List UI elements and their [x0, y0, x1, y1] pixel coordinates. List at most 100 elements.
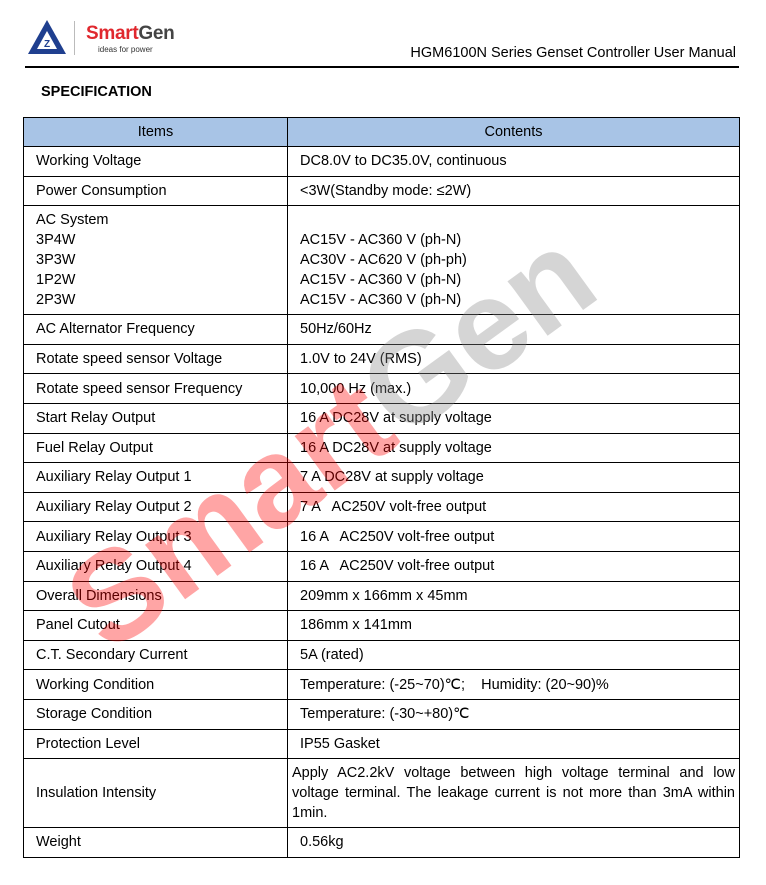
- logo-triangle-icon: Z: [28, 20, 66, 54]
- table-row: Auxiliary Relay Output 1 7 A DC28V at sup…: [23, 462, 740, 493]
- manual-title: HGM6100N Series Genset Controller User M…: [410, 45, 736, 61]
- content-line: 16 A AC250V volt-free output: [300, 528, 495, 545]
- header-contents: Contents: [287, 117, 740, 147]
- content-line: Temperature: (-30~+80)℃: [300, 706, 470, 723]
- item-line: Fuel Relay Output: [36, 439, 153, 456]
- spec-content: Apply AC2.2kV voltage between high volta…: [287, 758, 740, 829]
- table-row: Power Consumption <3W(Standby mode: ≤2W): [23, 175, 740, 207]
- content-line: Apply AC2.2kV voltage between high volta…: [292, 765, 735, 822]
- spec-content: 0.56kg: [287, 827, 740, 858]
- table-row: Rotate speed sensor Voltage 1.0V to 24V (…: [23, 343, 740, 375]
- spec-content: 16 A AC250V volt-free output: [287, 521, 740, 552]
- content-line: AC15V - AC360 V (ph-N): [300, 272, 462, 289]
- spec-item: Auxiliary Relay Output 1: [23, 462, 288, 493]
- content-line: 0.56kg: [300, 834, 344, 851]
- spec-item: Fuel Relay Output: [23, 432, 288, 464]
- item-line: Panel Cutout: [36, 617, 120, 634]
- content-line: 209mm x 166mm x 45mm: [300, 587, 468, 604]
- table-row: Start Relay Output 16 A DC28V at supply v…: [23, 402, 740, 434]
- item-line: Power Consumption: [36, 182, 167, 199]
- content-line: IP55 Gasket: [300, 735, 380, 752]
- table-row: Working Condition Temperature: (-25~70)℃;…: [23, 669, 740, 700]
- table-header-row: Items Contents: [23, 117, 740, 147]
- content-line: 5A (rated): [300, 647, 364, 664]
- item-line: 2P3W: [36, 292, 76, 309]
- table-row: Panel Cutout 186mm x 141mm: [23, 610, 740, 641]
- spec-content: 16 A DC28V at supply voltage: [287, 432, 740, 464]
- table-row: Weight 0.56kg: [23, 827, 740, 858]
- spec-content: 16 A AC250V volt-free output: [287, 550, 740, 582]
- item-line: Auxiliary Relay Output 1: [36, 469, 192, 486]
- content-line: 186mm x 141mm: [300, 617, 413, 634]
- spec-item: Overall Dimensions: [23, 580, 288, 612]
- spec-item: Weight: [23, 827, 288, 858]
- spec-item: Protection Level: [23, 728, 288, 760]
- spec-content: Temperature: (-30~+80)℃: [287, 698, 740, 730]
- content-line: [300, 210, 727, 230]
- item-line: Working Voltage: [36, 153, 142, 170]
- item-line: AC System: [36, 212, 109, 229]
- table-row: Auxiliary Relay Output 3 16 A AC250V volt…: [23, 521, 740, 552]
- header-rule: [25, 66, 739, 68]
- item-line: Overall Dimensions: [36, 587, 162, 604]
- item-line: Start Relay Output: [36, 410, 156, 427]
- spec-item: Storage Condition: [23, 698, 288, 730]
- table-row: Auxiliary Relay Output 4 16 A AC250V volt…: [23, 550, 740, 582]
- table-row: Protection Level IP55 Gasket: [23, 728, 740, 760]
- content-line: Temperature: (-25~70)℃; Humidity: (20~90…: [300, 676, 609, 693]
- item-line: C.T. Secondary Current: [36, 647, 188, 664]
- spec-item: AC Alternator Frequency: [23, 314, 288, 345]
- item-line: Rotate speed sensor Frequency: [36, 380, 243, 397]
- item-line: 3P3W: [36, 252, 76, 269]
- spec-content: 5A (rated): [287, 639, 740, 671]
- content-line: 1.0V to 24V (RMS): [300, 351, 422, 368]
- table-row: Overall Dimensions 209mm x 166mm x 45mm: [23, 580, 740, 612]
- logo-brand: SmartGen: [86, 23, 175, 44]
- smartgen-logo: Z SmartGen ideas for power: [26, 18, 196, 58]
- spec-item: C.T. Secondary Current: [23, 639, 288, 671]
- spec-item: Insulation Intensity: [23, 758, 288, 829]
- spec-item: Rotate speed sensor Voltage: [23, 343, 288, 375]
- item-line: 3P4W: [36, 232, 76, 249]
- item-line: Auxiliary Relay Output 2: [36, 499, 192, 516]
- item-line: Storage Condition: [36, 706, 153, 723]
- content-line: <3W(Standby mode: ≤2W): [300, 182, 472, 199]
- section-title: SPECIFICATION: [41, 84, 152, 100]
- logo-tagline: ideas for power: [98, 45, 153, 54]
- spec-content: 7 A DC28V at supply voltage: [287, 462, 740, 493]
- table-row: Working Voltage DC8.0V to DC35.0V, contin…: [23, 146, 740, 177]
- spec-item: AC System 3P4W 3P3W 1P2W 2P3W: [23, 205, 288, 316]
- content-line: 16 A DC28V at supply voltage: [300, 439, 492, 456]
- content-line: 16 A DC28V at supply voltage: [300, 410, 492, 427]
- table-row: C.T. Secondary Current 5A (rated): [23, 639, 740, 671]
- content-line: AC15V - AC360 V (ph-N): [300, 292, 462, 309]
- table-row: Insulation Intensity Apply AC2.2kV voltag…: [23, 758, 740, 829]
- spec-content: DC8.0V to DC35.0V, continuous: [287, 146, 740, 177]
- svg-text:Z: Z: [44, 39, 50, 50]
- spec-item: Start Relay Output: [23, 402, 288, 434]
- item-line: Weight: [36, 834, 81, 851]
- spec-content: 1.0V to 24V (RMS): [287, 343, 740, 375]
- table-row: AC System 3P4W 3P3W 1P2W 2P3W AC15V - AC360 V…: [23, 205, 740, 316]
- spec-item: Auxiliary Relay Output 2: [23, 491, 288, 523]
- table-row: Storage Condition Temperature: (-30~+80)℃: [23, 698, 740, 730]
- spec-content: 7 A AC250V volt-free output: [287, 491, 740, 523]
- item-line: 1P2W: [36, 272, 76, 289]
- spec-content: 16 A DC28V at supply voltage: [287, 402, 740, 434]
- item-line: Protection Level: [36, 735, 140, 752]
- item-line: Working Condition: [36, 676, 155, 693]
- logo-divider: [74, 21, 75, 55]
- spec-content: AC15V - AC360 V (ph-N) AC30V - AC620 V (p…: [287, 205, 740, 316]
- spec-table: Items Contents Working Voltage DC8.0V to …: [23, 117, 740, 858]
- content-line: 7 A AC250V volt-free output: [300, 499, 487, 516]
- spec-content: IP55 Gasket: [287, 728, 740, 760]
- content-line: AC15V - AC360 V (ph-N): [300, 232, 462, 249]
- item-line: Auxiliary Relay Output 3: [36, 528, 192, 545]
- content-line: 10,000 Hz (max.): [300, 380, 412, 397]
- spec-item: Panel Cutout: [23, 610, 288, 641]
- spec-item: Auxiliary Relay Output 4: [23, 550, 288, 582]
- spec-content: Temperature: (-25~70)℃; Humidity: (20~90…: [287, 669, 740, 700]
- content-line: AC30V - AC620 V (ph-ph): [300, 252, 467, 269]
- spec-content: <3W(Standby mode: ≤2W): [287, 175, 740, 207]
